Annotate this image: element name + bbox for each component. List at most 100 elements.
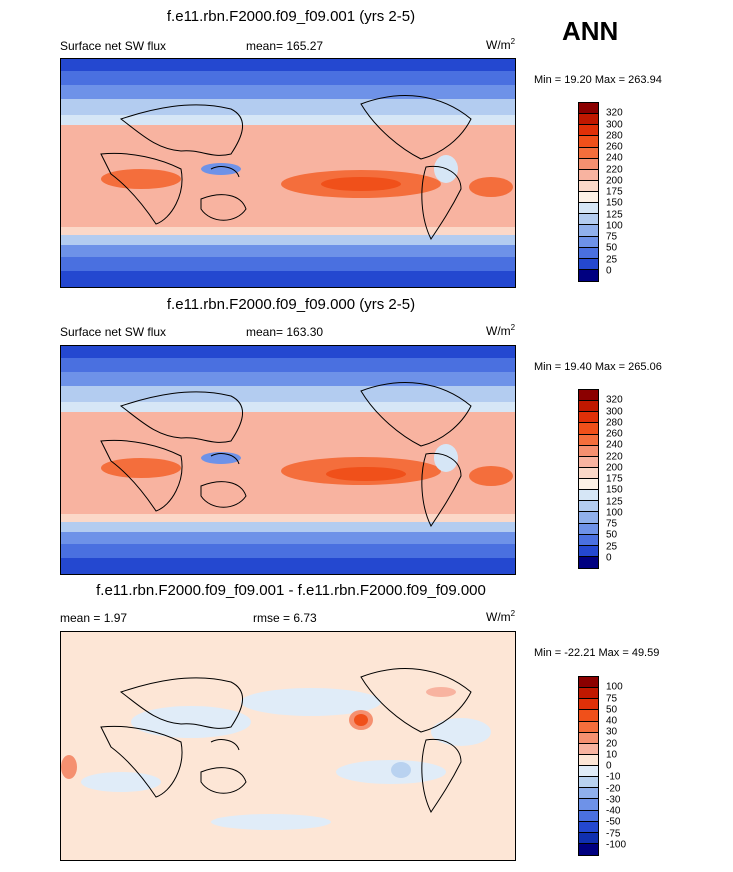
colorbar-tick-label: 0 [606, 552, 612, 564]
colorbar-tick-label: 240 [606, 439, 623, 451]
colorbar-swatch [579, 843, 598, 855]
colorbar-tick-label: 320 [606, 394, 623, 406]
colorbar-tick-label: 40 [606, 715, 618, 727]
colorbar-swatch [579, 788, 598, 800]
colorbar-swatch [579, 832, 598, 844]
colorbar-tick-label: 25 [606, 541, 618, 552]
colorbar-swatch [579, 103, 598, 115]
colorbar-swatch [579, 732, 598, 744]
colorbar-swatch [579, 434, 598, 446]
colorbar-swatch [579, 710, 598, 722]
colorbar-tick-label: 300 [606, 406, 623, 417]
colorbar-swatch [579, 743, 598, 755]
colorbar-tick-label: 220 [606, 164, 623, 175]
colorbar-tick-label: 75 [606, 231, 618, 243]
colorbar-tick-label: 10 [606, 749, 618, 761]
colorbar-swatch [579, 401, 598, 413]
colorbar-tick-label: 260 [606, 141, 623, 153]
colorbar-tick-label: 0 [606, 760, 612, 772]
colorbar-tick-label: 280 [606, 417, 623, 429]
colorbar-swatch [579, 114, 598, 126]
colorbar-tick-label: -20 [606, 783, 621, 794]
colorbar-swatch [579, 192, 598, 204]
colorbar-swatch [579, 777, 598, 789]
colorbar-tick-label: 100 [606, 681, 623, 693]
colorbar-tick-label: 100 [606, 220, 623, 232]
colorbar-tick-label: 320 [606, 107, 623, 119]
colorbar-swatch [579, 445, 598, 457]
panel3-map [60, 631, 516, 861]
colorbar-tick-label: -100 [606, 839, 627, 851]
colorbar-swatch [579, 512, 598, 524]
colorbar-tick-label: 125 [606, 496, 623, 507]
colorbar-swatch [579, 754, 598, 766]
colorbar-swatch [579, 158, 598, 170]
colorbar-swatch [579, 699, 598, 711]
colorbar-swatch [579, 688, 598, 700]
colorbar-swatch [579, 225, 598, 237]
colorbar-tick-label: -50 [606, 816, 621, 828]
colorbar-tick-label: 150 [606, 197, 623, 209]
panel1-variable: Surface net SW flux [60, 39, 167, 53]
colorbar-swatch [579, 677, 598, 689]
colorbar-tick-label: 175 [606, 473, 623, 485]
colorbar-swatch [579, 545, 598, 557]
colorbar-swatch [579, 479, 598, 491]
colorbar-swatch [579, 556, 598, 568]
panel3-colorbar [578, 676, 599, 856]
colorbar-tick-label: 50 [606, 529, 618, 541]
colorbar-tick-label: 200 [606, 175, 623, 187]
panel3-title: f.e11.rbn.F2000.f09_f09.001 - f.e11.rbn.… [96, 582, 486, 599]
colorbar-swatch [579, 766, 598, 778]
colorbar-tick-label: 150 [606, 484, 623, 496]
colorbar-swatch [579, 523, 598, 535]
colorbar-swatch [579, 821, 598, 833]
panel2-mean: mean= 163.30 [246, 325, 324, 339]
panel2-title: f.e11.rbn.F2000.f09_f09.000 (yrs 2-5) [166, 296, 416, 313]
colorbar-tick-label: 75 [606, 518, 618, 530]
colorbar-swatch [579, 412, 598, 424]
colorbar-tick-label: 75 [606, 693, 618, 704]
colorbar-tick-label: 240 [606, 152, 623, 164]
colorbar-swatch [579, 180, 598, 192]
colorbar-swatch [579, 269, 598, 281]
panel2-variable: Surface net SW flux [60, 325, 167, 339]
panel2-map [60, 345, 516, 575]
panel1-map-graphic [61, 59, 515, 287]
panel3-mean: mean = 1.97 [60, 611, 128, 625]
colorbar-swatch [579, 456, 598, 468]
colorbar-swatch [579, 258, 598, 270]
colorbar-tick-label: 220 [606, 451, 623, 462]
colorbar-swatch [579, 721, 598, 733]
panel3-units: W/m2 [486, 609, 516, 624]
colorbar-swatch [579, 810, 598, 822]
colorbar-tick-label: 125 [606, 209, 623, 220]
colorbar-tick-label: 200 [606, 462, 623, 474]
colorbar-tick-label: 260 [606, 428, 623, 440]
colorbar-swatch [579, 236, 598, 248]
colorbar-tick-label: 280 [606, 130, 623, 142]
colorbar-tick-label: 0 [606, 265, 612, 277]
colorbar-swatch [579, 467, 598, 479]
colorbar-swatch [579, 214, 598, 226]
colorbar-swatch [579, 423, 598, 435]
colorbar-swatch [579, 136, 598, 148]
colorbar-tick-label: -10 [606, 771, 621, 783]
colorbar-tick-label: 175 [606, 186, 623, 198]
panel3-rmse: rmse = 6.73 [253, 611, 317, 625]
colorbar-tick-label: -30 [606, 794, 621, 806]
panel1-colorbar [578, 102, 599, 282]
colorbar-swatch [579, 501, 598, 513]
panel2-map-graphic [61, 346, 515, 574]
panel3-map-graphic [61, 632, 515, 860]
colorbar-swatch [579, 390, 598, 402]
colorbar-tick-label: 300 [606, 119, 623, 130]
colorbar-tick-label: -75 [606, 828, 621, 839]
panel1-mean: mean= 165.27 [246, 39, 324, 53]
colorbar-tick-label: 50 [606, 704, 618, 716]
colorbar-swatch [579, 147, 598, 159]
season-label: ANN [562, 16, 619, 46]
panel2-minmax: Min = 19.40 Max = 265.06 [534, 361, 662, 373]
colorbar-tick-label: 100 [606, 507, 623, 519]
colorbar-tick-label: 30 [606, 726, 618, 738]
